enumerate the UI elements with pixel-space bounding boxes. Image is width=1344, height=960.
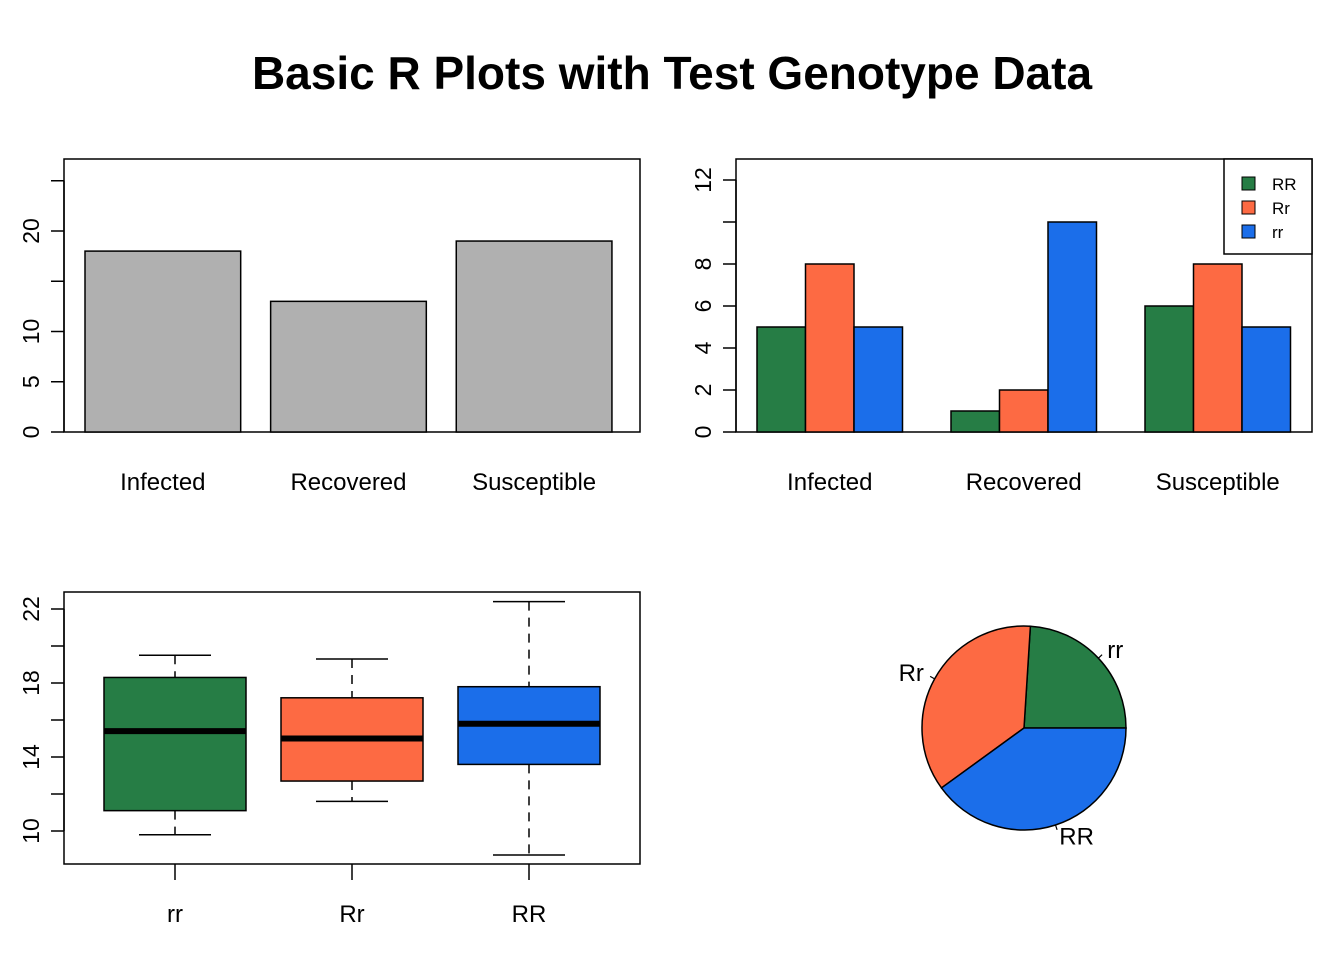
pie-chart-label-line (1054, 824, 1058, 831)
pie-chart-label: Rr (899, 660, 924, 687)
box-plot-x-label: RR (512, 901, 547, 928)
legend-label-rr: rr (1272, 223, 1284, 242)
box-plot-y-tick-label: 22 (18, 596, 44, 622)
legend-swatch-rr (1241, 224, 1256, 239)
bar-chart-totals-x-label: Susceptible (472, 469, 596, 496)
bar-chart-totals-y-tick-label: 5 (18, 375, 44, 388)
bar-chart-totals-bar (269, 300, 428, 433)
box-plot-x-label: rr (167, 901, 183, 928)
pie-chart-label-line (1097, 654, 1103, 659)
pie-chart-label: RR (1059, 824, 1094, 851)
bar-chart-totals-bar (455, 240, 613, 433)
bar-chart-grouped-y-tick-label: 2 (690, 384, 716, 397)
bar-chart-grouped-bar-Rr (998, 389, 1049, 433)
bar-chart-totals-bar (84, 250, 242, 433)
box-plot-y-tick-label: 18 (18, 670, 44, 696)
bar-chart-grouped-y-tick-label: 0 (690, 426, 716, 439)
bar-chart-totals-x-label: Infected (120, 469, 205, 496)
box-plot-box-rr (103, 676, 247, 812)
pie-chart-label-line (929, 675, 935, 680)
bar-chart-totals-y-tick-label: 0 (18, 426, 44, 439)
bar-chart-grouped-x-label: Susceptible (1156, 469, 1280, 496)
legend-swatch-Rr (1241, 200, 1256, 215)
legend-swatch-RR (1241, 176, 1256, 191)
pie-chart-slice-rr (1023, 625, 1127, 729)
legend-label-RR: RR (1272, 175, 1297, 194)
bar-chart-grouped-y-tick-label: 4 (690, 341, 716, 354)
box-plot-y-tick-label: 10 (18, 818, 44, 844)
bar-chart-grouped-bar-RR (950, 410, 1001, 433)
bar-chart-totals-x-label: Recovered (290, 469, 406, 496)
bar-chart-grouped-bar-rr (1047, 221, 1098, 433)
box-plot-x-label: Rr (339, 901, 364, 928)
bar-chart-grouped-bar-RR (756, 326, 807, 433)
pie-chart-label: rr (1107, 637, 1123, 664)
bar-chart-grouped-bar-Rr (1192, 263, 1243, 433)
bar-chart-grouped-bar-rr (853, 326, 904, 433)
legend-label-Rr: Rr (1272, 199, 1290, 218)
bar-chart-grouped-x-label: Recovered (966, 469, 1082, 496)
pie-chart-slice-RR (940, 727, 1127, 831)
bar-chart-grouped-x-label: Infected (787, 469, 872, 496)
bar-chart-grouped-y-tick-label: 6 (690, 300, 716, 313)
page-title: Basic R Plots with Test Genotype Data (251, 47, 1093, 99)
bar-chart-grouped-bar-rr (1241, 326, 1292, 433)
bar-chart-grouped-y-tick-label: 8 (690, 258, 716, 271)
bar-chart-totals-y-tick-label: 10 (18, 319, 44, 345)
bar-chart-grouped-y-tick-label: 12 (690, 167, 716, 193)
bar-chart-totals-y-tick-label: 20 (18, 218, 44, 244)
legend-box (1223, 158, 1313, 255)
box-plot-y-tick-label: 14 (18, 744, 44, 770)
bar-chart-grouped-bar-Rr (804, 263, 855, 433)
bar-chart-grouped-bar-RR (1144, 305, 1195, 433)
